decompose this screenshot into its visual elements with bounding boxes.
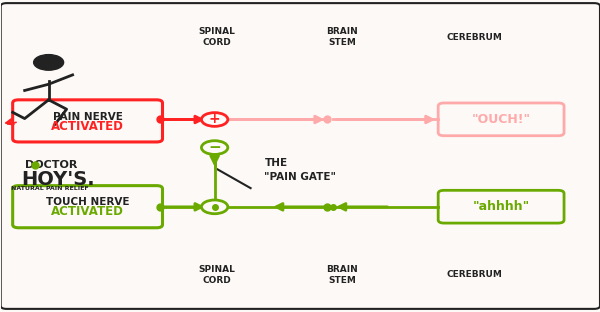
- Text: NATURAL PAIN RELIEF: NATURAL PAIN RELIEF: [11, 186, 89, 191]
- Text: CEREBRUM: CEREBRUM: [446, 270, 502, 279]
- FancyBboxPatch shape: [438, 103, 564, 136]
- Text: ACTIVATED: ACTIVATED: [51, 120, 124, 133]
- Text: BRAIN
STEM: BRAIN STEM: [326, 265, 358, 285]
- Text: PAIN NERVE: PAIN NERVE: [53, 112, 122, 122]
- Text: ACTIVATED: ACTIVATED: [51, 205, 124, 218]
- Text: THE
"PAIN GATE": THE "PAIN GATE": [265, 158, 337, 182]
- Text: SPINAL
CORD: SPINAL CORD: [198, 27, 235, 47]
- Text: SPINAL
CORD: SPINAL CORD: [198, 265, 235, 285]
- FancyBboxPatch shape: [13, 100, 163, 142]
- Text: TOUCH NERVE: TOUCH NERVE: [46, 197, 130, 207]
- Text: DOCTOR: DOCTOR: [25, 160, 78, 170]
- Circle shape: [202, 113, 228, 126]
- Text: CEREBRUM: CEREBRUM: [446, 33, 502, 42]
- Text: HOY'S.: HOY'S.: [21, 170, 94, 189]
- Text: +: +: [209, 113, 220, 126]
- Text: BRAIN
STEM: BRAIN STEM: [326, 27, 358, 47]
- Circle shape: [202, 141, 228, 154]
- FancyBboxPatch shape: [438, 190, 564, 223]
- Text: −: −: [208, 140, 221, 155]
- FancyBboxPatch shape: [13, 186, 163, 228]
- Circle shape: [202, 200, 228, 214]
- Text: "OUCH!": "OUCH!": [472, 113, 530, 126]
- Text: "ahhhh": "ahhhh": [472, 200, 530, 213]
- Circle shape: [34, 55, 64, 70]
